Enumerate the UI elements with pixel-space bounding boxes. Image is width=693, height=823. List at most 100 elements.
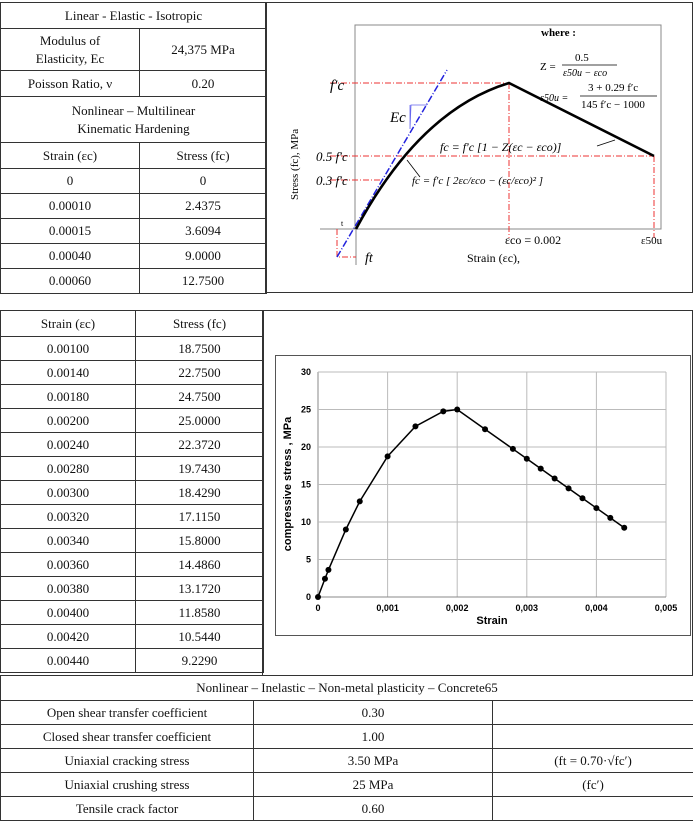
third-fc-label: 0.3 f′c bbox=[316, 173, 348, 188]
table-title: Linear - Elastic - Isotropic bbox=[0, 2, 268, 29]
table-cell: 17.1150 bbox=[135, 504, 264, 529]
table-row: 0.00010 2.4375 bbox=[0, 193, 268, 219]
table-row: 0.00060 12.7500 bbox=[0, 268, 268, 294]
table-cell: 14.4860 bbox=[135, 552, 264, 577]
table-row: 0.00040 9.0000 bbox=[0, 243, 268, 269]
z-eq-den: ε50u − εco bbox=[563, 68, 607, 79]
diagram-y-label: Stress (fc), MPa bbox=[289, 129, 301, 200]
table-cell: 18.4290 bbox=[135, 480, 264, 505]
table-cell: 3.50 MPa bbox=[253, 748, 493, 773]
table-cell: Uniaxial crushing stress bbox=[0, 772, 254, 797]
col-stress: Stress (fc) bbox=[138, 142, 268, 169]
table-cell: Open shear transfer coefficient bbox=[0, 700, 254, 725]
modulus-value: 24,375 MPa bbox=[138, 28, 268, 71]
table-row: 0.00100 18.7500 bbox=[0, 336, 264, 361]
table-cell: 12.7500 bbox=[138, 268, 268, 294]
table-cell: 0.00440 bbox=[0, 648, 136, 673]
col-strain: Strain (εc) bbox=[0, 310, 136, 337]
table-cell: 10.5440 bbox=[135, 624, 264, 649]
table-row: 0.00420 10.5440 bbox=[0, 624, 264, 649]
stress-strain-diagram-cell: where : Z = 0.5 ε50u − εco ε50u = 3 + 0.… bbox=[265, 2, 693, 293]
table-cell: 25 MPa bbox=[253, 772, 493, 797]
table-row: Uniaxial crushing stress 25 MPa (fc′) bbox=[0, 772, 693, 797]
slope-triangle bbox=[409, 104, 427, 130]
table-cell: 22.3720 bbox=[135, 432, 264, 457]
table-cell: 9.0000 bbox=[138, 243, 268, 269]
table-cell: 15.8000 bbox=[135, 528, 264, 553]
table-cell bbox=[491, 700, 693, 725]
table-cell: 0.00400 bbox=[0, 600, 136, 625]
guide-lines bbox=[330, 82, 655, 258]
table-cell: 0.00320 bbox=[0, 504, 136, 529]
table-cell: 13.1720 bbox=[135, 576, 264, 601]
where-label: where : bbox=[541, 27, 576, 39]
table-cell: 0.00340 bbox=[0, 528, 136, 553]
col-strain: Strain (εc) bbox=[0, 142, 140, 169]
table-cell: Tensile crack factor bbox=[0, 796, 254, 821]
table-row: 0.00360 14.4860 bbox=[0, 552, 264, 577]
table-cell: 0.00360 bbox=[0, 552, 136, 577]
table-cell: 0 bbox=[138, 168, 268, 194]
table-cell: (ft = 0.70·√fc′) bbox=[491, 748, 693, 773]
table-cell: 9.2290 bbox=[135, 648, 264, 673]
ft-label: ft bbox=[365, 251, 374, 266]
table-cell bbox=[491, 796, 693, 821]
table-cell: 0.00380 bbox=[0, 576, 136, 601]
e50u-label: ε50u bbox=[641, 235, 663, 247]
e50-eq-lhs: ε50u = bbox=[540, 93, 568, 104]
table-cell: 0.00140 bbox=[0, 360, 136, 385]
table-row: Closed shear transfer coefficient 1.00 bbox=[0, 724, 693, 749]
diagram-frame bbox=[354, 24, 662, 230]
col-stress: Stress (fc) bbox=[135, 310, 264, 337]
table-row: 0.00300 18.4290 bbox=[0, 480, 264, 505]
diagram-x-label: Strain (εc), bbox=[467, 251, 520, 265]
table-cell: 0.00240 bbox=[0, 432, 136, 457]
table-row: 0.00320 17.1150 bbox=[0, 504, 264, 529]
table-title: Nonlinear – Inelastic – Non-metal plasti… bbox=[0, 675, 693, 701]
table-cell: 0.60 bbox=[253, 796, 493, 821]
table-row: 0.00280 19.7430 bbox=[0, 456, 264, 481]
table-row: Tensile crack factor 0.60 bbox=[0, 796, 693, 821]
plasticity-table: Nonlinear – Inelastic – Non-metal plasti… bbox=[0, 675, 693, 821]
ec-label: Ec bbox=[389, 110, 406, 126]
table-cell: 0.00060 bbox=[0, 268, 140, 294]
table-cell: 0 bbox=[0, 168, 140, 194]
table-row: Uniaxial cracking stress 3.50 MPa (ft = 0.… bbox=[0, 748, 693, 773]
table-cell: 19.7430 bbox=[135, 456, 264, 481]
table-cell: 25.0000 bbox=[135, 408, 264, 433]
table-cell: 18.7500 bbox=[135, 336, 264, 361]
table-row: 0.00380 13.1720 bbox=[0, 576, 264, 601]
table-cell: 3.6094 bbox=[138, 218, 268, 244]
eco-label: εco = 0.002 bbox=[505, 233, 561, 247]
table-cell: 0.00180 bbox=[0, 384, 136, 409]
e50-eq-num: 3 + 0.29 f′c bbox=[588, 82, 638, 94]
table-cell: 0.00100 bbox=[0, 336, 136, 361]
table-cell: 0.00420 bbox=[0, 624, 136, 649]
chart-frame bbox=[275, 355, 691, 636]
nonlinear-title: Nonlinear – Multilinear Kinematic Hardeni… bbox=[0, 96, 268, 143]
table-row: 0.00015 3.6094 bbox=[0, 218, 268, 244]
stress-strain-table: Strain (εc) Stress (fc) 0.00100 18.7500 0.0… bbox=[0, 310, 264, 673]
table-cell: 0.00040 bbox=[0, 243, 140, 269]
table-cell: 0.00280 bbox=[0, 456, 136, 481]
table-row: 0.00240 22.3720 bbox=[0, 432, 264, 457]
table-row: 0.00340 15.8000 bbox=[0, 528, 264, 553]
poisson-label: Poisson Ratio, ν bbox=[0, 70, 140, 97]
poisson-value: 0.20 bbox=[138, 70, 268, 97]
table-row: 0.00180 24.7500 bbox=[0, 384, 264, 409]
descending-equation: fc = f′c [1 − Z(εc − εco)] bbox=[440, 140, 562, 154]
modulus-line bbox=[336, 69, 448, 258]
table-cell: Closed shear transfer coefficient bbox=[0, 724, 254, 749]
table-cell: (fc′) bbox=[491, 772, 693, 797]
table-cell: Uniaxial cracking stress bbox=[0, 748, 254, 773]
table-cell: 0.30 bbox=[253, 700, 493, 725]
e50-eq-den: 145 f′c − 1000 bbox=[581, 99, 645, 111]
table-row: 0.00440 9.2290 bbox=[0, 648, 264, 673]
table-row: Open shear transfer coefficient 0.30 bbox=[0, 700, 693, 725]
table-row: 0.00140 22.7500 bbox=[0, 360, 264, 385]
stress-strain-diagram: where : Z = 0.5 ε50u − εco ε50u = 3 + 0.… bbox=[289, 24, 663, 266]
table-cell: 22.7500 bbox=[135, 360, 264, 385]
ascending-equation: fc = f′c [ 2εc/εco − (εc/εco)² ] bbox=[412, 175, 543, 187]
